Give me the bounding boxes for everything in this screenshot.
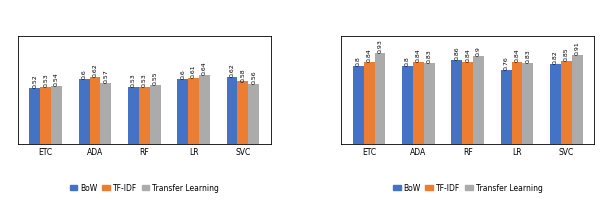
Bar xyxy=(402,66,413,144)
Text: 0.83: 0.83 xyxy=(427,49,432,63)
Text: 0.57: 0.57 xyxy=(103,69,109,82)
Bar xyxy=(128,87,139,144)
Bar xyxy=(29,89,40,144)
Bar xyxy=(501,70,512,144)
Bar xyxy=(572,56,583,144)
Bar xyxy=(89,78,100,144)
Bar xyxy=(512,62,523,144)
Text: 0.53: 0.53 xyxy=(142,73,147,87)
Bar xyxy=(374,54,385,144)
Text: 0.6: 0.6 xyxy=(180,69,185,79)
Bar xyxy=(462,62,473,144)
Legend: BoW, TF-IDF, Transfer Learning: BoW, TF-IDF, Transfer Learning xyxy=(390,180,545,195)
Bar xyxy=(199,76,210,144)
Text: 0.84: 0.84 xyxy=(416,48,421,62)
Text: 0.62: 0.62 xyxy=(92,63,98,77)
Text: 0.84: 0.84 xyxy=(367,48,371,62)
Text: 0.52: 0.52 xyxy=(32,74,37,88)
Text: 0.55: 0.55 xyxy=(152,71,158,84)
Bar xyxy=(473,57,484,144)
Bar xyxy=(188,79,199,144)
Bar xyxy=(561,61,572,144)
Text: 0.84: 0.84 xyxy=(465,48,470,62)
Text: 0.8: 0.8 xyxy=(405,56,410,66)
Text: 0.85: 0.85 xyxy=(564,47,569,61)
Text: 0.56: 0.56 xyxy=(251,70,256,83)
Bar xyxy=(178,80,188,144)
Legend: BoW, TF-IDF, Transfer Learning: BoW, TF-IDF, Transfer Learning xyxy=(67,180,222,195)
Bar xyxy=(413,62,424,144)
Text: 0.53: 0.53 xyxy=(43,73,48,87)
Bar xyxy=(353,66,364,144)
Bar xyxy=(227,78,238,144)
Text: 0.76: 0.76 xyxy=(503,56,509,69)
Text: 0.82: 0.82 xyxy=(553,50,558,64)
Bar xyxy=(150,85,161,144)
Bar xyxy=(550,64,561,144)
Text: 0.84: 0.84 xyxy=(514,48,520,62)
Bar xyxy=(51,86,62,144)
Text: 0.62: 0.62 xyxy=(230,63,235,77)
Text: 0.9: 0.9 xyxy=(476,46,481,56)
Bar xyxy=(238,82,248,144)
Bar xyxy=(451,60,462,144)
Bar xyxy=(523,63,533,144)
Bar xyxy=(100,83,111,144)
Bar xyxy=(248,84,259,144)
Text: 0.53: 0.53 xyxy=(131,73,136,87)
Text: 0.91: 0.91 xyxy=(575,41,580,55)
Bar xyxy=(424,63,434,144)
Text: 0.93: 0.93 xyxy=(377,39,382,53)
Text: 0.58: 0.58 xyxy=(241,68,245,81)
Bar xyxy=(40,87,51,144)
Text: 0.54: 0.54 xyxy=(54,72,59,85)
Bar xyxy=(364,62,374,144)
Bar xyxy=(139,87,150,144)
Text: 0.8: 0.8 xyxy=(356,56,361,66)
Text: 0.64: 0.64 xyxy=(202,61,207,75)
Text: 0.61: 0.61 xyxy=(191,64,196,78)
Text: 0.6: 0.6 xyxy=(82,69,86,79)
Text: 0.86: 0.86 xyxy=(454,46,460,60)
Text: 0.83: 0.83 xyxy=(526,49,530,63)
Bar xyxy=(79,80,89,144)
